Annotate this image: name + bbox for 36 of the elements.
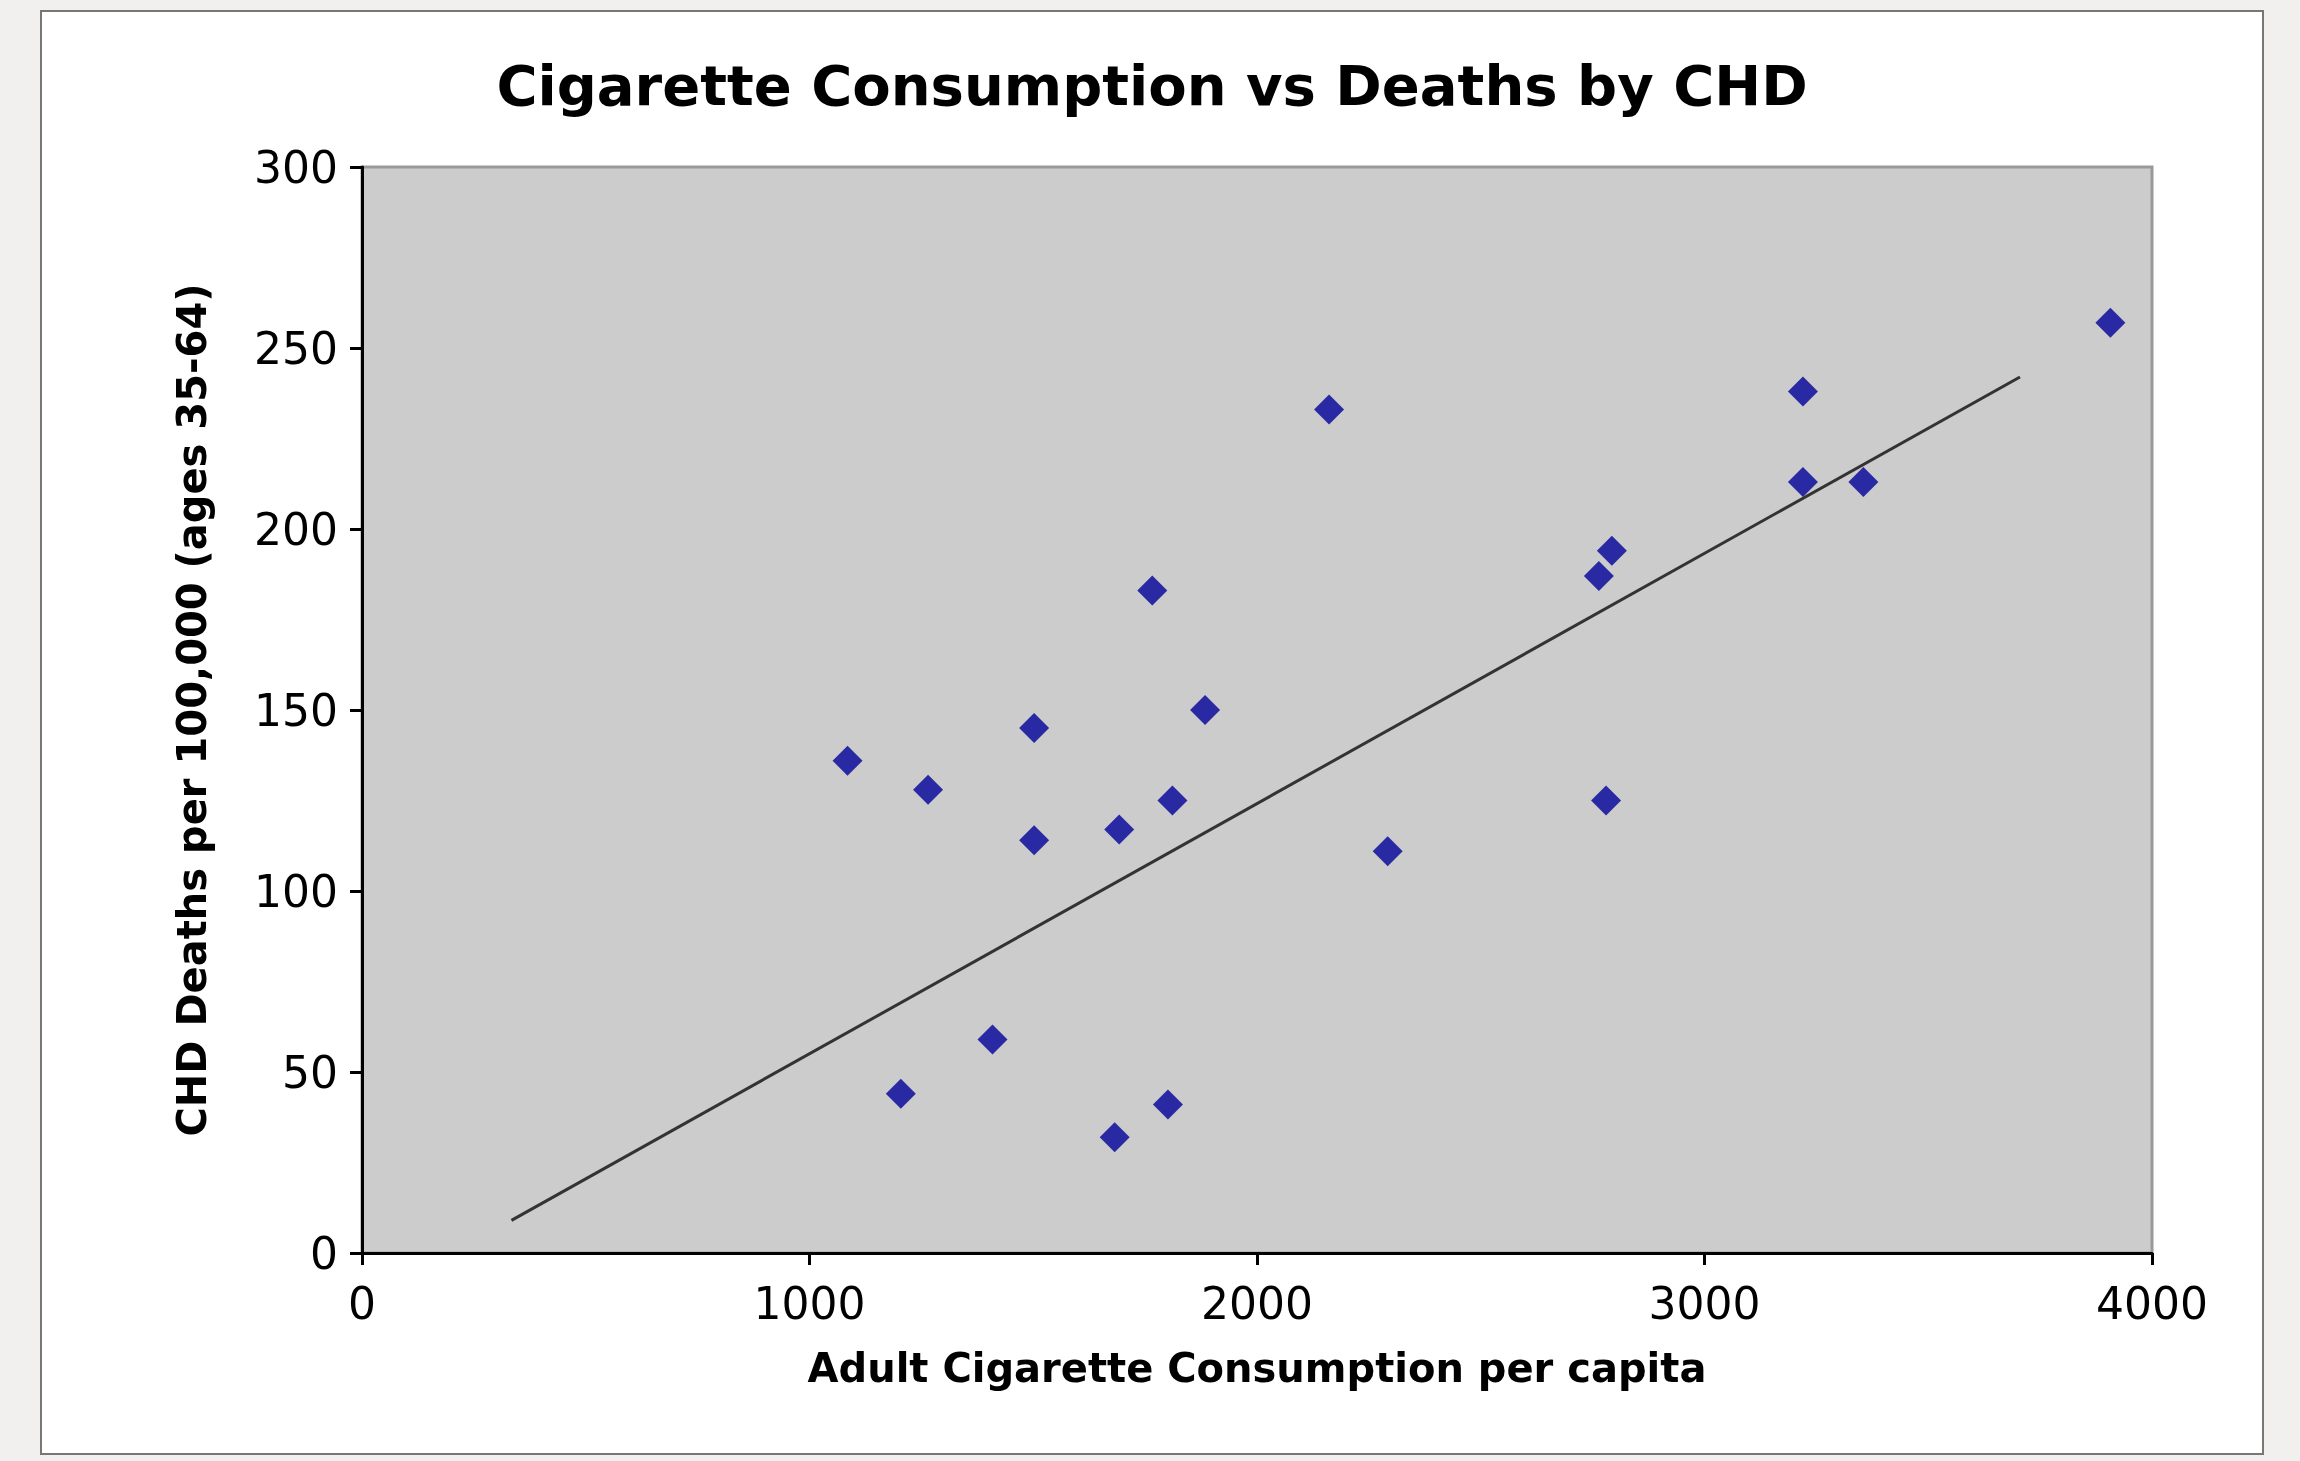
point — [1848, 466, 1879, 497]
point — [1190, 695, 1221, 725]
y-axis-title: CHD Deaths per 100,000 (ages 35-64) — [169, 283, 215, 1137]
y-tick-label: 0 — [310, 1227, 338, 1279]
y-tick-label: 300 — [254, 141, 338, 193]
point — [977, 1024, 1008, 1055]
point — [1372, 836, 1403, 867]
y-tick-label: 50 — [282, 1046, 338, 1098]
point — [1787, 376, 1818, 407]
x-tick-label: 4000 — [2096, 1277, 2208, 1329]
point — [1591, 785, 1622, 816]
point — [1314, 394, 1345, 425]
point — [1787, 466, 1818, 497]
point — [913, 774, 944, 805]
point — [1104, 814, 1135, 845]
point — [1152, 1089, 1183, 1120]
y-tick-label: 100 — [254, 865, 338, 917]
y-tick-label: 250 — [254, 322, 338, 374]
point — [1157, 785, 1188, 816]
x-tick-label: 2000 — [1201, 1277, 1313, 1329]
point — [1137, 575, 1168, 606]
point — [1019, 825, 1050, 856]
x-tick-label: 3000 — [1648, 1277, 1761, 1329]
point — [832, 745, 863, 776]
chart-title: Cigarette Consumption vs Deaths by CHD — [496, 52, 1808, 118]
point — [1019, 713, 1050, 744]
y-tick-label: 150 — [254, 684, 338, 736]
x-tick-label: 1000 — [753, 1277, 866, 1329]
x-axis-title: Adult Cigarette Consumption per capita — [807, 1345, 1707, 1391]
point — [2095, 307, 2126, 338]
point — [1596, 535, 1627, 566]
point — [885, 1078, 916, 1109]
point — [1583, 561, 1614, 592]
point — [1099, 1122, 1130, 1153]
x-tick-label: 0 — [348, 1277, 376, 1329]
y-tick-label: 200 — [254, 503, 338, 555]
